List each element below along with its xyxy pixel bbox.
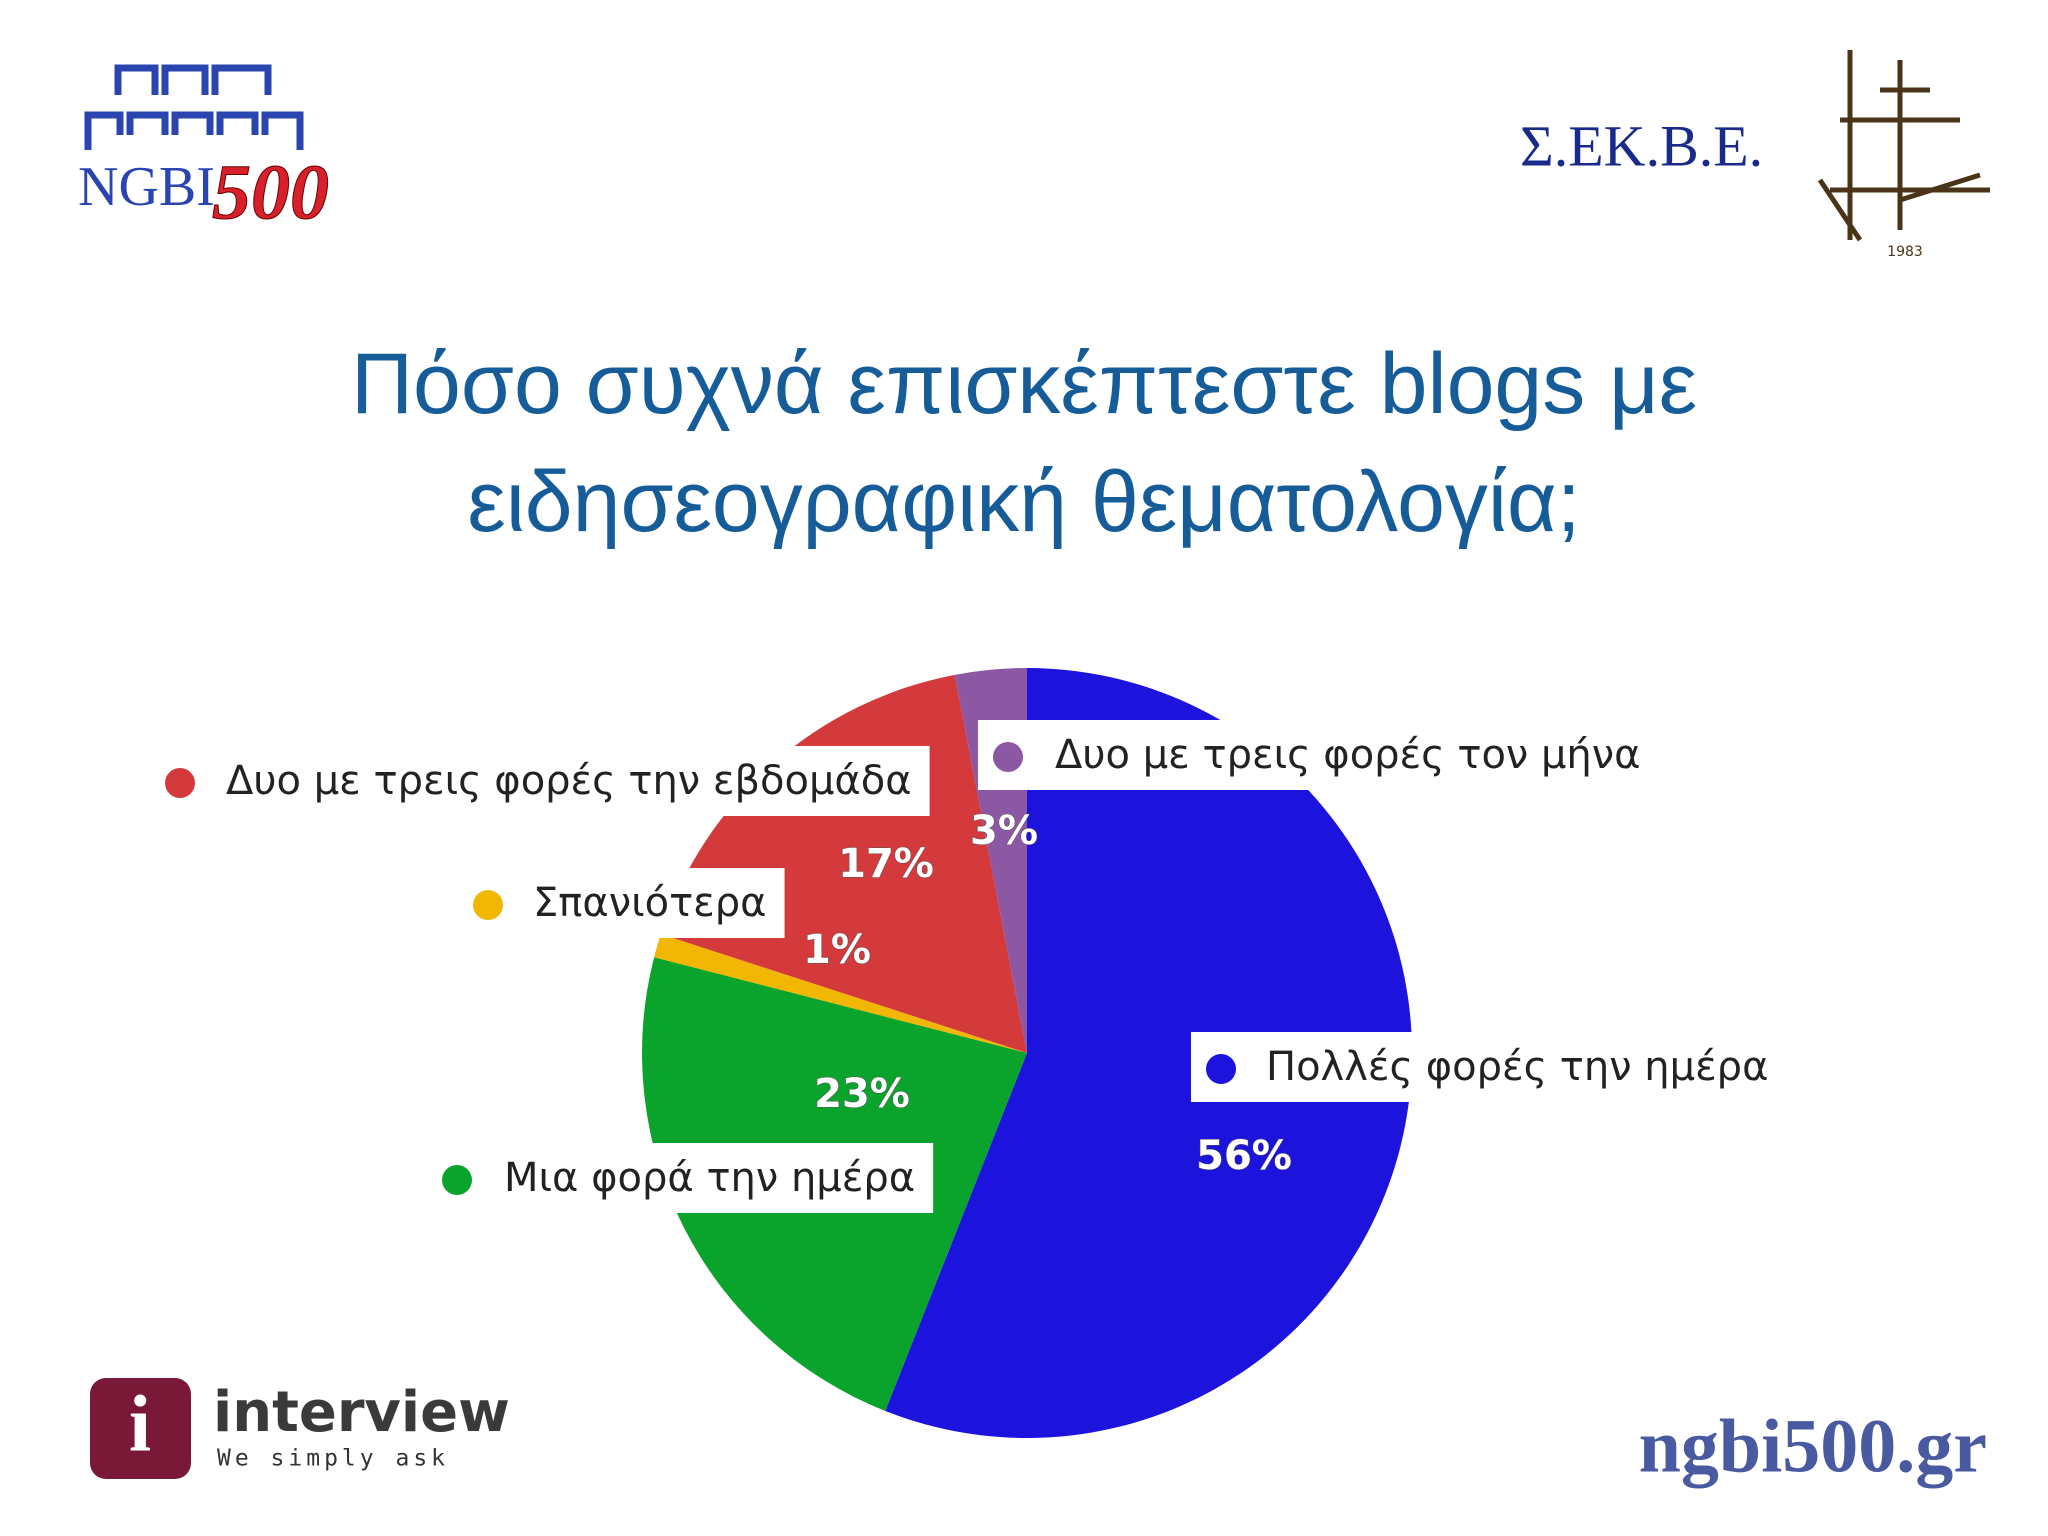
brand-name: interview bbox=[213, 1380, 510, 1445]
logo-text: Σ.ΕΚ.Β.Ε. bbox=[1520, 113, 1763, 178]
brand-slogan: We simply ask bbox=[217, 1446, 449, 1472]
legend-dot bbox=[1206, 1054, 1236, 1084]
legend-bg bbox=[978, 720, 1659, 790]
site-url: ngbi500.gr bbox=[1639, 1404, 1987, 1488]
legend-bg bbox=[427, 1143, 934, 1213]
pie-chart: Πολλές φορές την ημέρα 56% Μια φορά την ημ… bbox=[150, 668, 1787, 1438]
legend-dot bbox=[993, 742, 1023, 772]
brand-icon: i bbox=[129, 1380, 151, 1468]
ngbi-logo bbox=[84, 64, 304, 150]
legend-bg bbox=[150, 746, 930, 816]
legend-bg bbox=[1191, 1032, 1787, 1102]
legend-label: Μια φορά την ημέρα bbox=[504, 1155, 915, 1201]
legend-label: Δυο με τρεις φορές τον μήνα bbox=[1055, 732, 1641, 778]
data-label: 1% bbox=[803, 927, 871, 973]
pie-slice bbox=[885, 668, 1412, 1438]
press-illustration bbox=[1817, 50, 1990, 242]
data-label: 3% bbox=[970, 808, 1038, 854]
pie-slice bbox=[660, 674, 1027, 1053]
brand-icon-bg bbox=[90, 1378, 191, 1479]
legend-dot bbox=[473, 890, 503, 920]
legend-label: Πολλές φορές την ημέρα bbox=[1266, 1044, 1768, 1090]
legend-dot bbox=[165, 768, 195, 798]
data-label: 23% bbox=[814, 1071, 910, 1117]
legend-bg bbox=[458, 868, 785, 938]
legend-label: Σπανιότερα bbox=[533, 880, 767, 926]
logo-year: 1983 bbox=[1887, 244, 1923, 260]
chart-title: Πόσο συχνά επισκέπτεστε blogs με ειδησεο… bbox=[350, 336, 1698, 550]
data-label: 56% bbox=[1196, 1133, 1292, 1179]
data-label: 17% bbox=[838, 841, 934, 887]
logo-number: 500 bbox=[212, 148, 329, 235]
logo-text: NGBI bbox=[78, 156, 215, 218]
pie-slice bbox=[654, 934, 1027, 1053]
legend-label: Δυο με τρεις φορές την εβδομάδα bbox=[226, 758, 912, 804]
legend-dot bbox=[442, 1165, 472, 1195]
